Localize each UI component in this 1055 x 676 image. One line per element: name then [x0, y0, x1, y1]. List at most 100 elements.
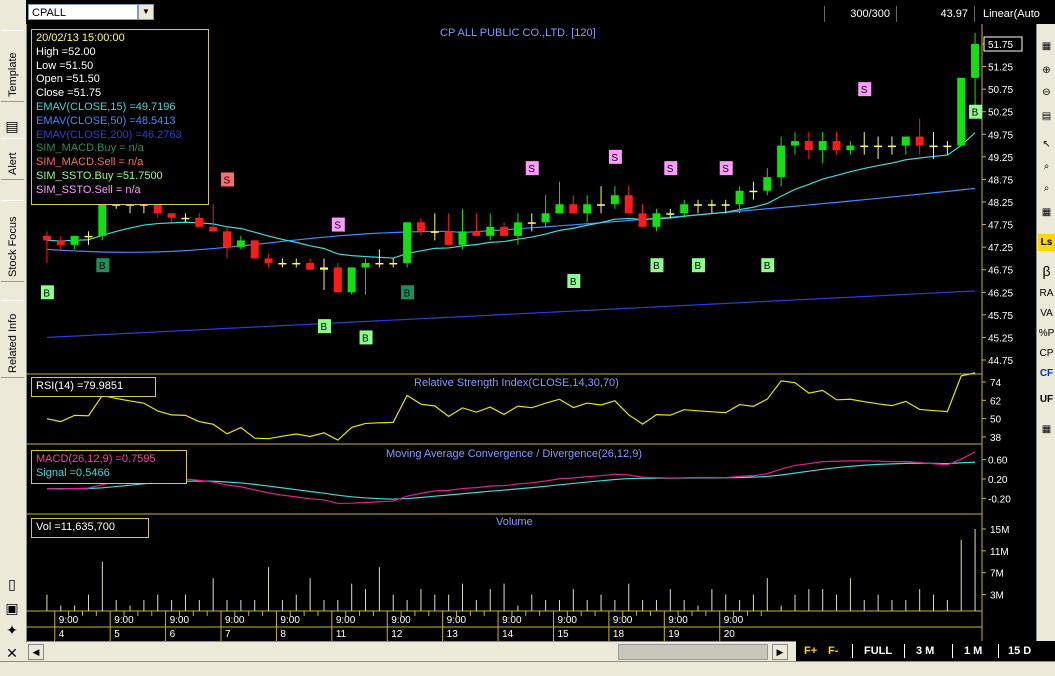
- scroll-thumb[interactable]: [618, 644, 768, 660]
- time-label: 9:00: [170, 615, 190, 626]
- macd-tick-label: 0.60: [988, 456, 1008, 467]
- calculator-icon[interactable]: ▦: [1041, 424, 1052, 435]
- candle-body: [416, 222, 425, 232]
- font-increase-button[interactable]: F+: [804, 645, 818, 657]
- time-label: 9:00: [336, 615, 356, 626]
- grid-icon[interactable]: ▦: [1041, 207, 1052, 218]
- sell-signal: [331, 217, 345, 232]
- candle-body: [500, 226, 509, 236]
- zoom-in-icon[interactable]: ⊕: [1042, 65, 1051, 76]
- tool-beta[interactable]: β: [1042, 263, 1051, 279]
- candle-body: [250, 240, 259, 259]
- symbol-input[interactable]: CPALL: [28, 4, 138, 20]
- day-label: 12: [391, 629, 403, 640]
- candle-body: [223, 231, 232, 248]
- tool-cf[interactable]: CF: [1039, 368, 1054, 379]
- tool-uf[interactable]: UF: [1039, 394, 1054, 405]
- rsi-tick-label: 50: [990, 415, 1002, 426]
- scroll-left-button[interactable]: ◀: [28, 644, 44, 660]
- volume-tick-label: 7M: [990, 569, 1004, 580]
- candle-body: [790, 141, 799, 146]
- candle-body: [777, 145, 786, 178]
- candle-body: [957, 77, 966, 146]
- close-icon[interactable]: ✕: [6, 645, 18, 661]
- time-label: 9:00: [59, 615, 79, 626]
- zoom-fit-icon[interactable]: ▦: [1041, 41, 1052, 52]
- signal-markers: B B S B S B B S B S B S B S B S B: [40, 82, 983, 345]
- symbol-dropdown-button[interactable]: ▼: [138, 4, 154, 20]
- period-full-button[interactable]: FULL: [864, 645, 893, 657]
- candle-body: [597, 204, 606, 206]
- day-label: 20: [724, 629, 736, 640]
- buy-signal-label: B: [695, 261, 702, 272]
- macd-info-box: MACD(26,12,9) =0.7595 Signal =0.5466: [31, 450, 187, 484]
- candle-body: [195, 217, 204, 227]
- period-1m-button[interactable]: 1 M: [964, 645, 983, 657]
- candle-body: [486, 226, 495, 236]
- candle-body: [319, 267, 328, 270]
- tool-ls[interactable]: Ls: [1038, 234, 1055, 251]
- tab-related-info[interactable]: Related Info: [1, 300, 24, 378]
- volume-info-box: Vol =11,635,700: [31, 518, 149, 538]
- tool-ra[interactable]: RA: [1039, 288, 1054, 299]
- period-15d-button[interactable]: 15 D: [1008, 645, 1032, 657]
- macd-line: [46, 451, 976, 504]
- period-3m-button[interactable]: 3 M: [916, 645, 935, 657]
- day-label: 8: [280, 629, 286, 640]
- candle-body: [292, 262, 301, 265]
- candle-body: [84, 235, 93, 238]
- indicator-line: SIM_MACD.Sell = n/a: [36, 156, 144, 169]
- candle-body: [513, 222, 522, 236]
- macd-tick-label: -0.20: [988, 494, 1011, 505]
- candle-body: [860, 145, 869, 148]
- top-toolbar: CPALL ▼ 300/300 43.97 Linear(Auto: [26, 0, 1041, 24]
- candle-body: [42, 235, 51, 241]
- book-icon[interactable]: ▤: [5, 118, 19, 134]
- new-document-icon[interactable]: ▯: [8, 576, 16, 592]
- zoom-out-icon[interactable]: ⊖: [1042, 87, 1051, 98]
- tool-va[interactable]: VA: [1040, 308, 1053, 319]
- scroll-right-button[interactable]: ▶: [772, 644, 788, 660]
- candle-body: [735, 190, 744, 205]
- tool-cp[interactable]: CP: [1039, 348, 1054, 359]
- settings-icon[interactable]: ✦: [6, 622, 18, 638]
- scale-mode-select[interactable]: Linear(Auto: [974, 6, 1041, 22]
- buy-signal-label: B: [972, 108, 979, 119]
- info-open: Open =51.50: [36, 73, 100, 86]
- candle-body: [638, 213, 647, 227]
- candle-body: [749, 190, 758, 193]
- tab-template[interactable]: Template: [1, 30, 24, 102]
- candle-body: [874, 145, 883, 148]
- tab-stock-focus[interactable]: Stock Focus: [1, 200, 24, 282]
- cursor-icon[interactable]: ↖: [1042, 139, 1051, 150]
- buy-signal: [40, 285, 54, 300]
- tab-alert-label: Alert: [7, 152, 19, 175]
- sell-signal: [221, 172, 235, 187]
- font-decrease-button[interactable]: F-: [828, 645, 839, 657]
- save-icon[interactable]: ▣: [5, 600, 19, 616]
- arrow-left-icon: ◀: [32, 647, 40, 657]
- candle-body: [666, 213, 675, 215]
- day-label: 7: [225, 629, 231, 640]
- layers-icon[interactable]: ▤: [1041, 111, 1052, 122]
- candle-body: [139, 204, 148, 206]
- tab-alert[interactable]: Alert: [1, 138, 24, 180]
- time-label: 9:00: [724, 615, 744, 626]
- candle-body: [652, 213, 661, 227]
- separator: [904, 644, 905, 658]
- sell-signal: [719, 161, 733, 176]
- indicator-line: EMAV(CLOSE,50) =48.5413: [36, 114, 176, 127]
- rsi-title: Relative Strength Index(CLOSE,14,30,70): [414, 377, 619, 389]
- last-price-tag: [983, 36, 1023, 52]
- price-tick-label: 47.25: [988, 243, 1013, 254]
- info-low: Low =51.50: [36, 59, 94, 72]
- magnify-icon[interactable]: ⌕: [1043, 183, 1050, 194]
- sell-signal-label: S: [224, 175, 231, 186]
- buy-signal-label: B: [764, 261, 771, 272]
- tool-percent-p[interactable]: %P: [1038, 328, 1055, 339]
- sell-signal-label: S: [667, 164, 674, 175]
- search-icon[interactable]: ⌕: [1043, 161, 1050, 172]
- indicator-line: SIM_SSTO.Sell = n/a: [36, 183, 141, 196]
- sell-signal-label: S: [611, 153, 618, 164]
